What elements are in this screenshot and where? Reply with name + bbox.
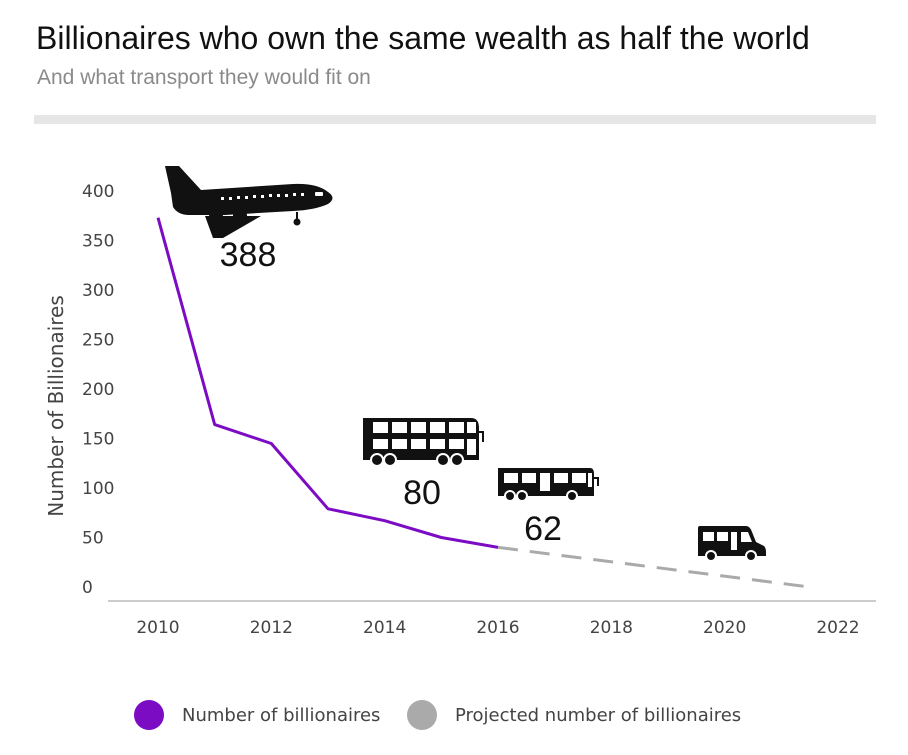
y-tick-label: 200 bbox=[82, 380, 114, 400]
legend-swatch-projected bbox=[407, 700, 437, 730]
y-tick-label: 150 bbox=[82, 430, 114, 450]
series-line-actual bbox=[156, 217, 499, 549]
double-decker-bus-icon bbox=[363, 418, 484, 467]
header-divider bbox=[34, 115, 876, 124]
airplane-icon bbox=[165, 166, 333, 238]
callout-value-bus: 62 bbox=[524, 510, 562, 548]
callout-value-airplane: 388 bbox=[220, 236, 277, 274]
chart-title: Billionaires who own the same wealth as … bbox=[36, 20, 810, 56]
x-tick-label: 2022 bbox=[816, 618, 859, 638]
x-tick-label: 2012 bbox=[250, 618, 293, 638]
series-line-projected bbox=[497, 545, 810, 589]
x-tick-label: 2020 bbox=[703, 618, 746, 638]
y-tick-label: 50 bbox=[82, 529, 104, 549]
minibus-icon bbox=[698, 526, 766, 562]
y-tick-label: 350 bbox=[82, 232, 114, 252]
x-tick-label: 2018 bbox=[590, 618, 633, 638]
callout-value-double-decker-bus: 80 bbox=[403, 474, 441, 512]
legend-label-actual: Number of billionaires bbox=[182, 704, 381, 726]
y-tick-label: 0 bbox=[82, 578, 93, 598]
y-axis-label: Number of Billionaires bbox=[44, 295, 68, 517]
y-tick-label: 400 bbox=[82, 182, 114, 202]
bus-icon bbox=[498, 468, 599, 502]
legend-item-projected: Projected number of billionaires bbox=[407, 700, 741, 730]
legend-item-actual: Number of billionaires bbox=[134, 700, 380, 730]
y-tick-label: 250 bbox=[82, 331, 114, 351]
x-tick-label: 2010 bbox=[136, 618, 179, 638]
chart-subtitle: And what transport they would fit on bbox=[37, 66, 371, 89]
legend: Number of billionaires Projected number … bbox=[0, 700, 908, 736]
legend-label-projected: Projected number of billionaires bbox=[455, 704, 742, 726]
y-tick-label: 300 bbox=[82, 281, 114, 301]
x-tick-label: 2014 bbox=[363, 618, 406, 638]
x-tick-label: 2016 bbox=[476, 618, 519, 638]
y-tick-label: 100 bbox=[82, 479, 114, 499]
legend-swatch-actual bbox=[134, 700, 164, 730]
